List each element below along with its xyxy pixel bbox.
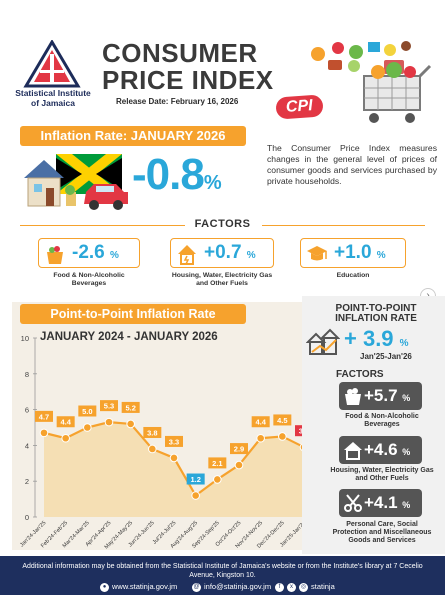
house-flag-car-icon [24,154,128,210]
divider-right [262,225,425,226]
globe-icon: ● [100,582,109,592]
factor-education: +1.0 % [300,238,406,268]
website-link[interactable]: ● www.statinja.gov.jm [100,582,177,592]
inflation-number: -0.8 [132,150,205,199]
social-icon-2: x [287,582,296,592]
p2p-factor-housing-unit: % [402,447,411,457]
p2p-factor-personal-unit: % [402,500,411,510]
p2p-factor-housing-value: +4.6 % [364,437,410,465]
title-line-2: PRICE INDEX [102,65,274,95]
social-link[interactable]: f x ◎ statinja [275,582,335,592]
p2p-number: + 3.9 [344,326,394,351]
p2p-factor-personal-label: Personal Care, Social Protection and Mis… [332,521,432,544]
email-link[interactable]: @ info@statinja.gov.jm [192,582,271,592]
social-text: statinja [311,582,335,591]
factor-food-unit: % [110,250,119,261]
p2p-factor-housing: +4.6 % [339,436,422,464]
p2p-factor-food-label: Food & Non-Alcoholic Beverages [345,413,419,428]
factor-housing-unit: % [246,250,256,261]
p2p-factor-personal-value: +4.1 % [364,490,410,518]
chart-period: JANUARY 2024 - JANUARY 2026 [40,331,218,343]
inflation-value: -0.8% [132,150,222,208]
p2p-right-title-2: INFLATION RATE [335,313,417,324]
p2p-factor-housing-number: +4.6 [364,440,398,459]
social-icon-3: ◎ [299,582,308,592]
p2p-right-title-1: POINT-TO-POINT [335,303,417,314]
mail-icon: @ [192,582,201,592]
p2p-factor-food: +5.7 % [339,382,422,410]
p2p-value: + 3.9 % [344,326,409,357]
shopping-cart-icon [311,41,432,123]
cpi-description: The Consumer Price Index measures change… [267,143,437,186]
p2p-factor-food-number: +5.7 [364,386,398,405]
factor-education-label: Education [336,272,370,279]
grocery-bag-icon [345,388,361,405]
factor-education-value: +1.0 % [334,240,386,269]
factor-housing-value: +0.7 % [204,240,256,269]
rising-houses-icon [306,328,340,355]
house-icon [344,442,362,460]
scissors-icon [344,494,362,512]
p2p-banner: Point-to-Point Inflation Rate [20,304,246,324]
factors-title: FACTORS [194,218,251,230]
org-name: Statistical Institute of Jamaica [15,88,91,108]
release-date: Release Date: February 16, 2026 [116,97,239,106]
inflation-banner: Inflation Rate: JANUARY 2026 [20,126,246,146]
factor-education-unit: % [376,250,386,261]
factor-housing-label: Housing, Water, Electricity Gas and Othe… [171,272,273,287]
divider-left [20,225,185,226]
graduation-cap-icon [307,246,327,261]
p2p-unit: % [399,338,409,349]
p2p-right-title: POINT-TO-POINT INFLATION RATE [312,304,440,324]
grocery-bag-icon [47,246,63,264]
factor-food: -2.6 % [38,238,140,268]
page-title: CONSUMER PRICE INDEX [102,40,274,94]
p2p-factor-housing-label: Housing, Water, Electricity Gas and Othe… [330,467,434,482]
footer [0,556,445,595]
p2p-factor-food-unit: % [402,393,411,403]
p2p-factor-food-value: +5.7 % [364,383,410,411]
website-text: www.statinja.gov.jm [112,582,178,591]
social-icon: f [275,582,284,592]
factor-housing-number: +0.7 [204,242,242,263]
factor-housing: +0.7 % [170,238,274,268]
title-line-1: CONSUMER [102,38,258,68]
email-text: info@statinja.gov.jm [204,582,272,591]
right-factors-title: FACTORS [336,369,384,380]
house-icon [178,245,196,265]
factor-food-label: Food & Non-Alcoholic Beverages [53,272,125,287]
footer-note: Additional information may be obtained f… [22,563,423,579]
factor-education-number: +1.0 [334,242,372,263]
p2p-factor-personal-number: +4.1 [364,493,398,512]
factor-food-number: -2.6 [72,242,105,263]
p2p-factor-personal: +4.1 % [339,489,422,517]
p2p-range: Jan'25-Jan'26 [360,352,412,361]
statin-logo-icon [23,40,81,88]
cpi-badge: CPI [275,94,324,120]
inflation-unit: % [203,172,222,194]
factor-food-value: -2.6 % [72,240,119,269]
